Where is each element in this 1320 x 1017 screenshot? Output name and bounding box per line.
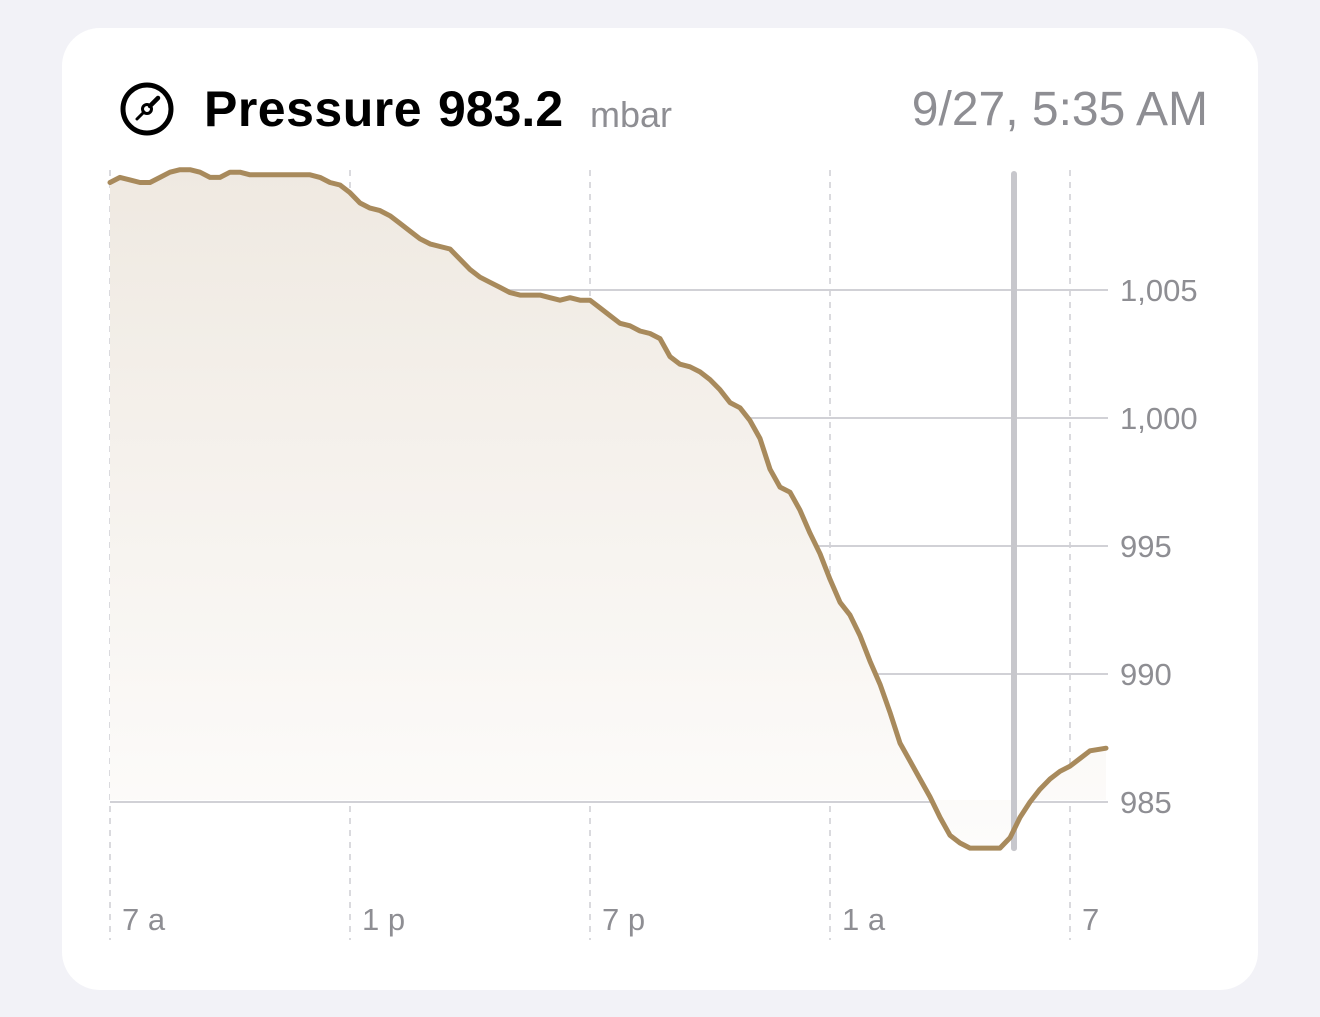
gauge-icon (120, 82, 174, 136)
y-tick-label: 1,000 (1120, 401, 1198, 436)
value-unit: mbar (590, 94, 673, 135)
y-tick-label: 995 (1120, 529, 1172, 564)
selected-timestamp: 9/27, 5:35 AM (911, 83, 1208, 136)
x-tick-label: 7 p (602, 902, 645, 937)
y-tick-label: 985 (1120, 785, 1172, 820)
x-axis-labels: 7 a 1 p 7 p 1 a 7 (122, 902, 1099, 937)
x-tick-label: 1 p (362, 902, 405, 937)
pressure-area (110, 169, 1106, 849)
chart-title: Pressure (204, 81, 423, 137)
x-tick-label: 1 a (842, 902, 886, 937)
pressure-line (107, 167, 1109, 851)
chart-header: Pressure 983.2 mbar 9/27, 5:35 AM (120, 78, 1210, 142)
x-tick-label: 7 a (122, 902, 166, 937)
y-axis-labels: 1,005 1,000 995 990 985 (1120, 273, 1198, 820)
current-value: 983.2 (438, 81, 564, 137)
y-tick-label: 1,005 (1120, 273, 1198, 308)
y-tick-label: 990 (1120, 657, 1172, 692)
x-tick-label: 7 (1082, 902, 1099, 937)
